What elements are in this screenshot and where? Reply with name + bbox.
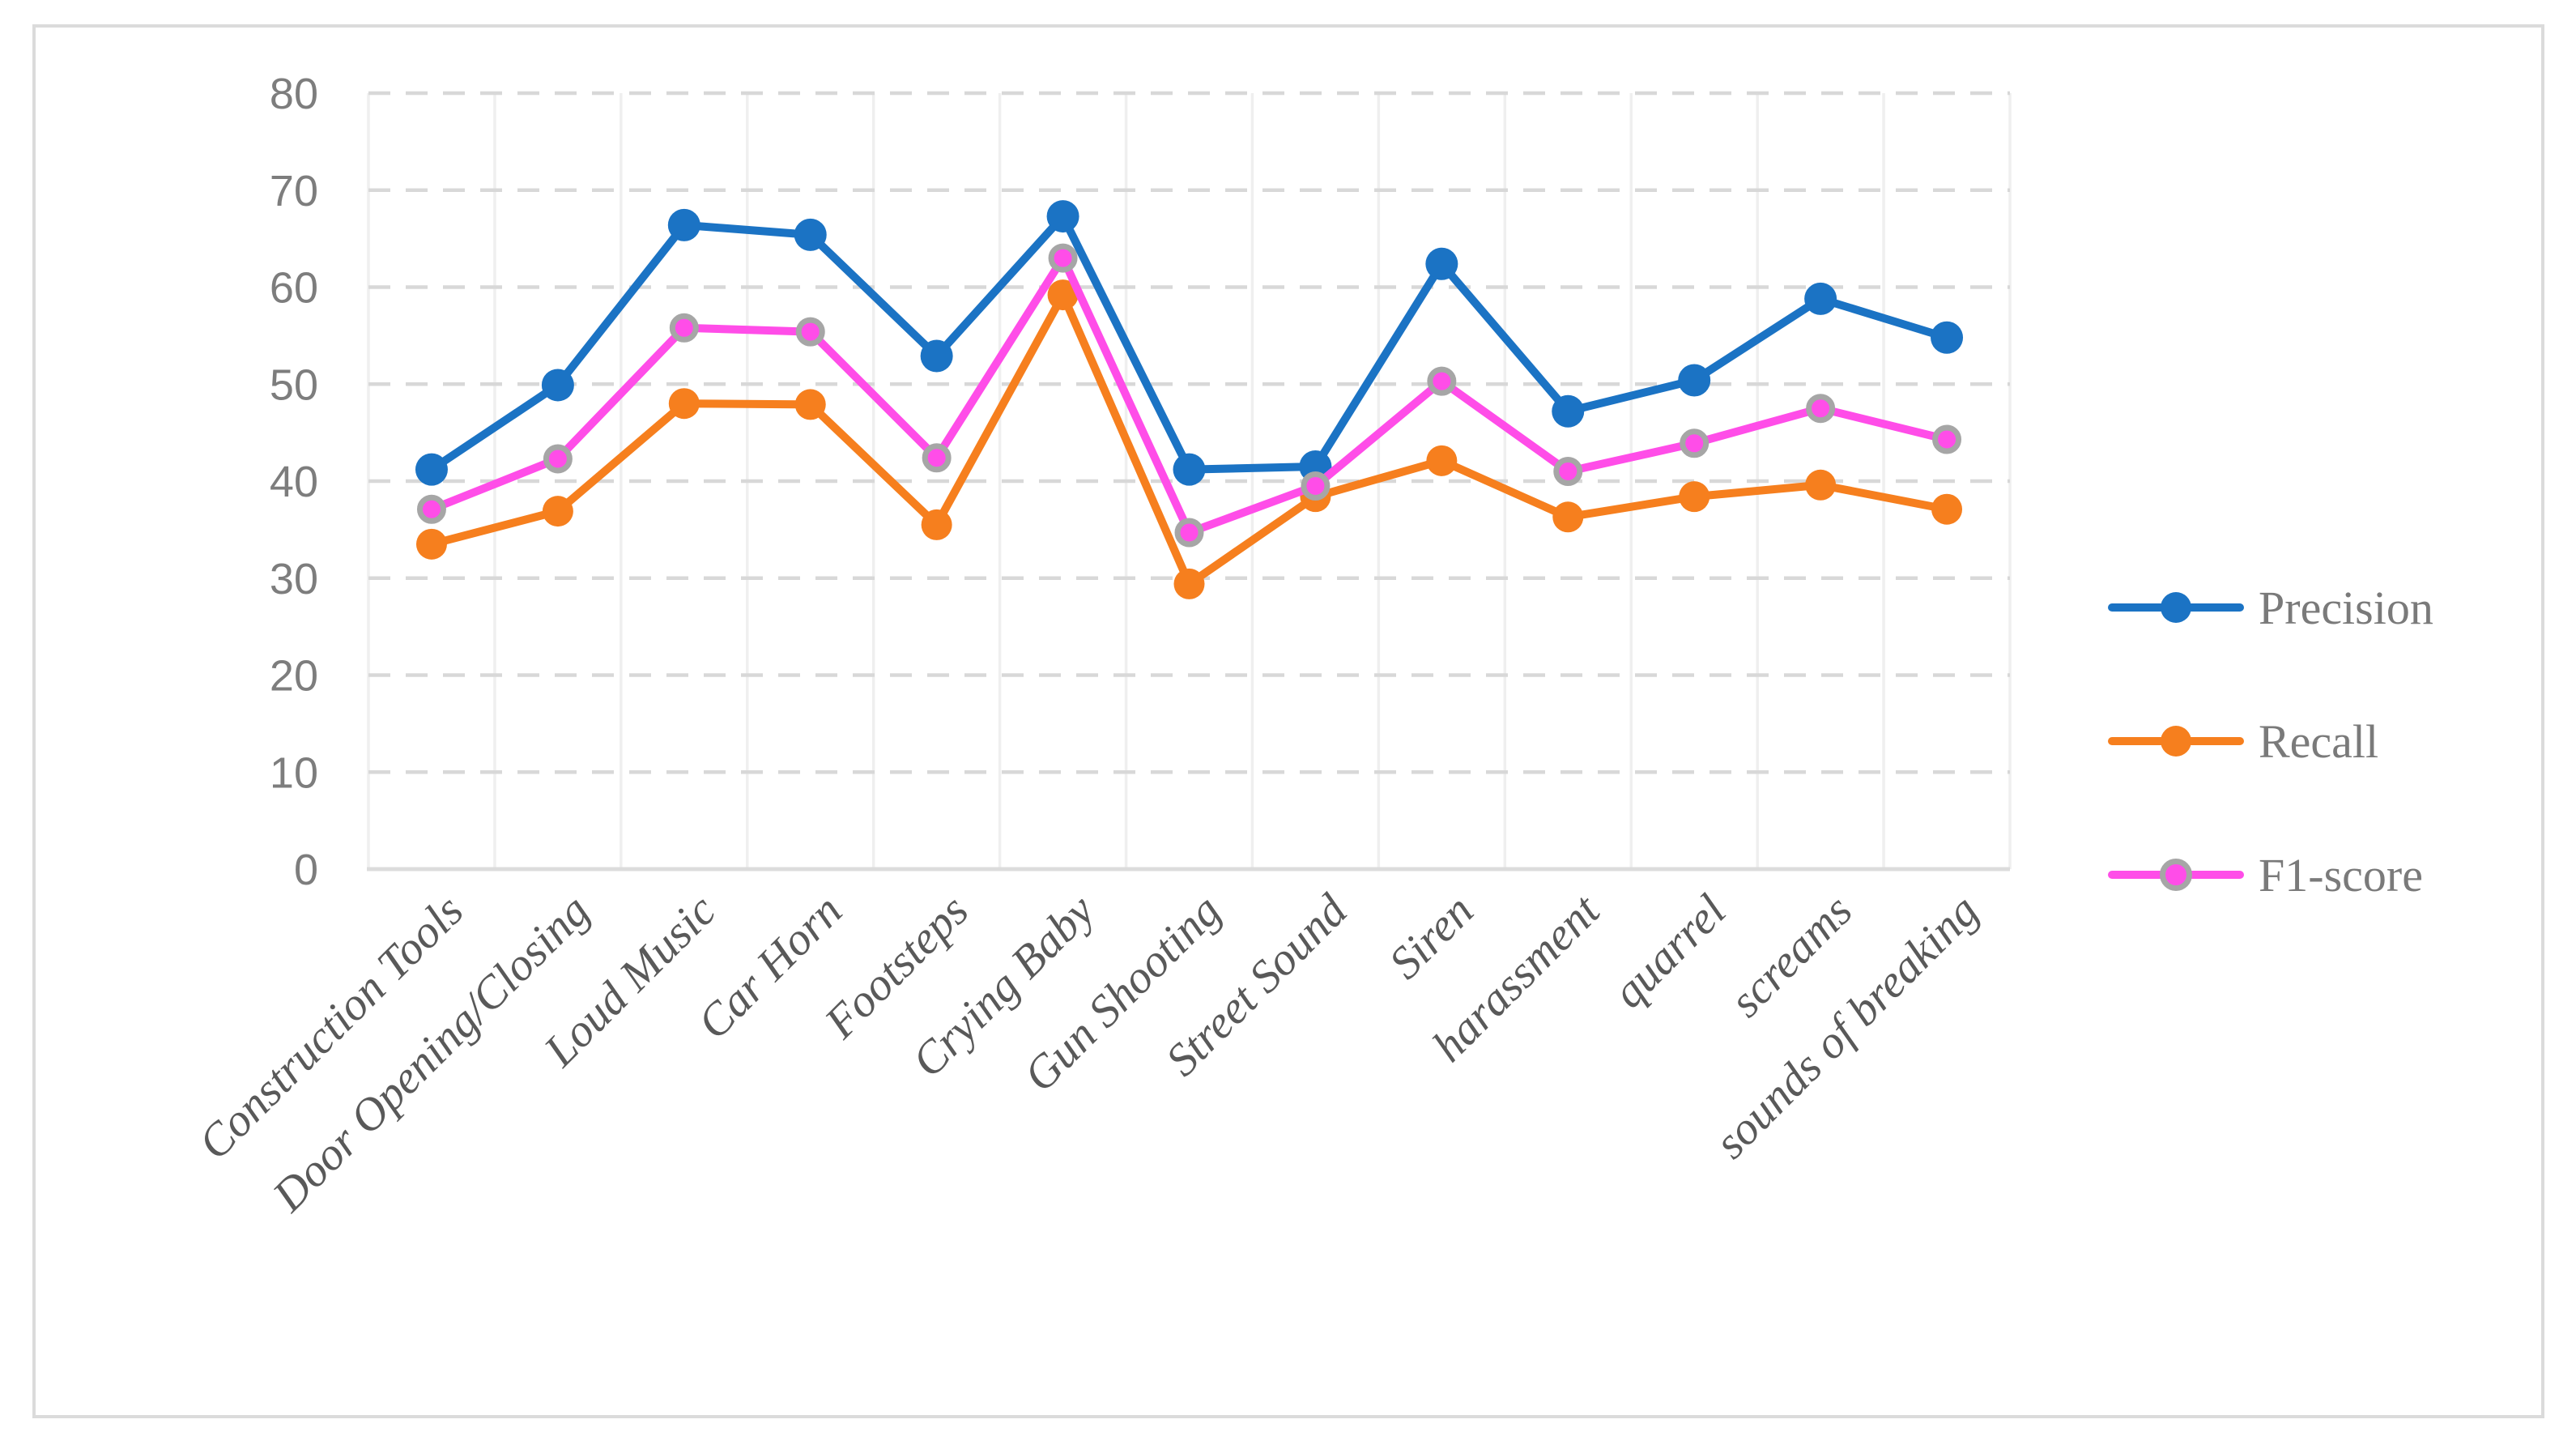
data-point-recall <box>1426 445 1458 476</box>
data-point-f1-score <box>1174 518 1204 548</box>
y-tick-label: 20 <box>270 652 318 701</box>
y-tick-label: 10 <box>270 748 318 797</box>
y-tick-label: 50 <box>270 360 318 409</box>
y-tick-label: 80 <box>270 70 318 118</box>
data-point-precision <box>1552 394 1585 428</box>
data-point-f1-score <box>1680 428 1710 458</box>
data-point-precision <box>1425 247 1458 280</box>
data-point-f1-score <box>1301 471 1331 501</box>
data-point-precision <box>920 339 953 373</box>
precision-line-swatch <box>2108 592 2244 623</box>
data-point-recall <box>1679 481 1710 513</box>
data-point-recall <box>542 496 573 527</box>
data-point-f1-score <box>416 494 446 524</box>
legend-label-precision: Precision <box>2259 581 2433 634</box>
data-point-recall <box>668 388 700 420</box>
data-point-precision <box>1931 321 1964 354</box>
legend-item-recall: Recall <box>2108 714 2433 769</box>
data-point-f1-score <box>543 444 573 474</box>
data-point-precision <box>1173 453 1206 486</box>
data-point-precision <box>1678 364 1711 397</box>
y-tick-label: 40 <box>270 458 318 506</box>
y-tick-label: 70 <box>270 167 318 215</box>
data-point-recall <box>415 528 447 560</box>
data-point-f1-score <box>795 317 825 347</box>
data-point-f1-score <box>669 313 699 343</box>
data-point-precision <box>415 453 448 486</box>
legend: Precision Recall F1-score <box>2108 580 2433 902</box>
data-point-recall <box>921 509 952 540</box>
data-point-precision <box>1046 200 1079 233</box>
data-point-recall <box>1805 469 1837 501</box>
data-point-recall <box>1047 279 1079 311</box>
data-point-recall <box>1552 501 1584 533</box>
data-point-f1-score <box>1427 366 1457 396</box>
legend-label-f1-score: F1-score <box>2259 848 2423 902</box>
legend-label-recall: Recall <box>2259 714 2379 768</box>
data-point-f1-score <box>1553 457 1583 487</box>
data-point-f1-score <box>1806 394 1836 424</box>
data-point-f1-score <box>922 443 952 473</box>
legend-item-f1-score: F1-score <box>2108 847 2433 902</box>
recall-marker-icon <box>2161 726 2191 757</box>
data-point-recall <box>1173 568 1205 599</box>
data-point-f1-score <box>1932 424 1962 454</box>
x-category-label: quarrel <box>1603 885 1735 1018</box>
y-tick-label: 30 <box>270 555 318 603</box>
x-category-label: Siren <box>1379 885 1483 989</box>
data-point-f1-score <box>1048 243 1078 273</box>
data-point-precision <box>667 208 700 241</box>
data-point-recall <box>794 389 826 420</box>
f1-score-line-swatch <box>2108 859 2244 891</box>
y-tick-label: 60 <box>270 264 318 313</box>
recall-line-swatch <box>2108 726 2244 757</box>
f1-score-marker-icon <box>2160 859 2192 891</box>
data-point-precision <box>541 369 574 402</box>
data-point-recall <box>1931 493 1963 525</box>
precision-marker-icon <box>2161 592 2191 623</box>
figure-border <box>32 24 2544 1418</box>
legend-item-precision: Precision <box>2108 580 2433 635</box>
y-tick-label: 0 <box>294 846 318 894</box>
data-point-precision <box>1804 282 1837 315</box>
series-line-precision <box>427 212 1952 474</box>
data-point-precision <box>794 218 827 251</box>
